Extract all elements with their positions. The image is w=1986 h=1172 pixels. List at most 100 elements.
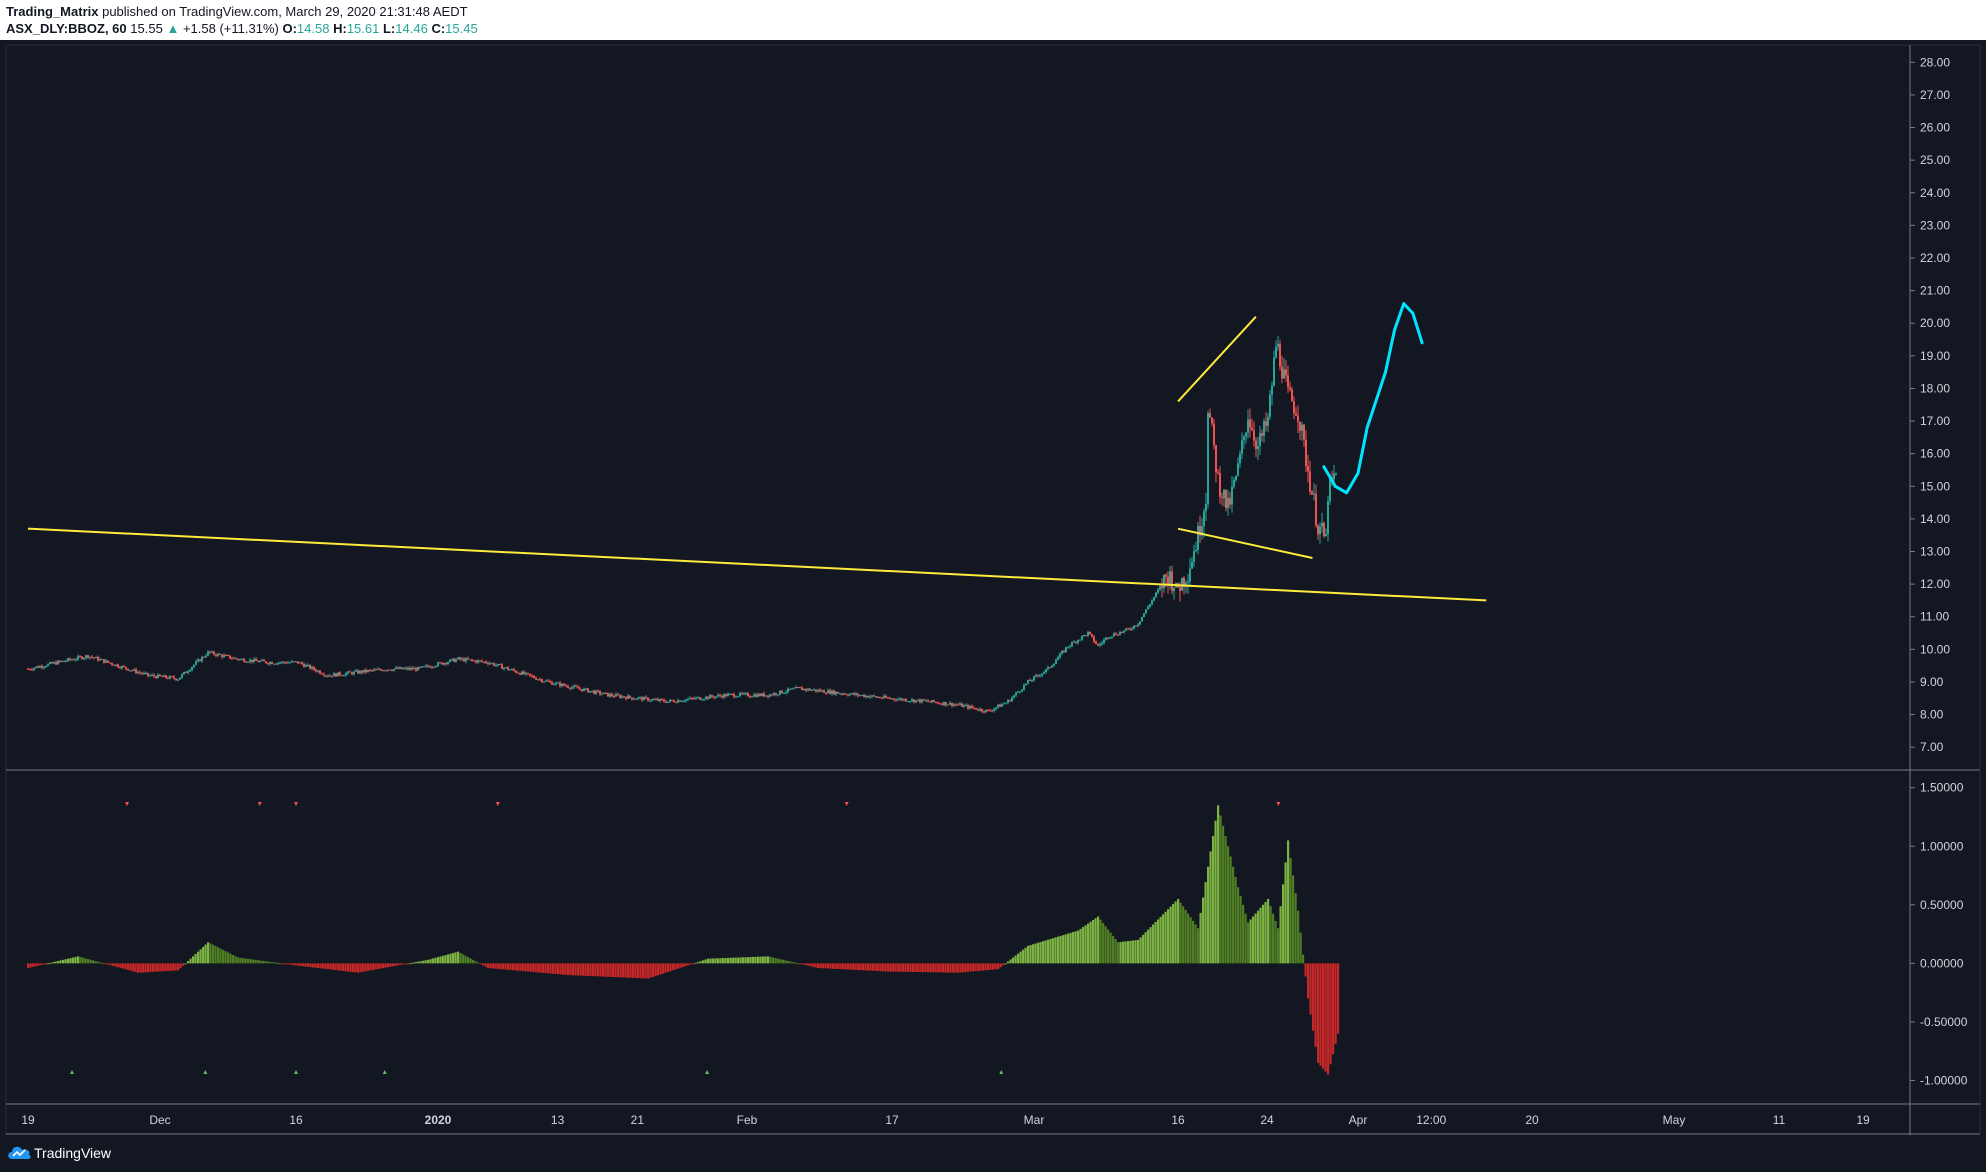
histogram-bar (1234, 876, 1237, 964)
candle-body (695, 697, 697, 699)
histogram-bar (512, 963, 515, 971)
candle-body (365, 669, 367, 673)
candle-body (957, 704, 959, 706)
histogram-bar (59, 960, 62, 964)
histogram-bar (247, 958, 250, 964)
histogram-bar (557, 963, 560, 975)
candle-body (761, 693, 763, 696)
candle-body (877, 697, 879, 699)
candle-body (237, 658, 239, 660)
candle-body (549, 681, 551, 683)
candle-body (1215, 445, 1217, 473)
candle-body (1059, 653, 1061, 658)
histogram-bar (622, 963, 625, 978)
histogram-bar (617, 963, 620, 978)
price-tick-label: 19.00 (1920, 349, 1950, 363)
candle-body (663, 699, 665, 702)
histogram-bar (787, 961, 790, 964)
price-tick-label: 24.00 (1920, 186, 1950, 200)
candle-body (167, 677, 169, 679)
candle-body (355, 670, 357, 672)
time-tick-label: 16 (289, 1113, 303, 1127)
histogram-bar (944, 963, 947, 973)
histogram-bar (837, 963, 840, 970)
histogram-bar (1184, 909, 1187, 964)
candle-body (683, 701, 685, 703)
candle-body (803, 688, 805, 690)
candle-body (319, 670, 321, 674)
candle-body (1163, 574, 1165, 589)
candle-body (403, 668, 405, 670)
candle-body (221, 654, 223, 658)
candle-body (323, 674, 325, 676)
histogram-bar (439, 956, 442, 964)
candle-body (917, 699, 919, 701)
candle-body (213, 651, 215, 655)
candle-body (1063, 651, 1065, 653)
candle-body (665, 701, 667, 703)
histogram-bar (687, 963, 690, 966)
candle-body (543, 681, 545, 683)
candle-body (525, 672, 527, 675)
histogram-bar (972, 963, 975, 972)
histogram-bar (874, 963, 877, 971)
time-tick-label: 13 (551, 1113, 565, 1127)
candle-body (1245, 432, 1247, 437)
histogram-bar (497, 963, 500, 969)
histogram-bar (529, 963, 532, 972)
candle-body (707, 696, 709, 699)
histogram-bar (964, 963, 967, 973)
tradingview-brand[interactable]: TradingView (34, 1145, 112, 1161)
candle-body (1199, 525, 1201, 536)
histogram-bar (1214, 820, 1217, 964)
histogram-bar (372, 963, 375, 970)
candle-body (443, 662, 445, 665)
candle-body (1035, 675, 1037, 677)
histogram-bar (99, 962, 102, 964)
candle-body (1311, 491, 1313, 495)
histogram-bar (1307, 963, 1310, 999)
candle-body (273, 663, 275, 665)
candle-body (359, 670, 361, 674)
candle-body (1213, 423, 1215, 446)
candle-body (995, 707, 997, 709)
candle-body (369, 670, 371, 672)
candle-body (179, 677, 181, 680)
buy-signal-marker (999, 1070, 1004, 1074)
candle-body (507, 667, 509, 670)
publisher-name[interactable]: Trading_Matrix (6, 4, 99, 19)
histogram-bar (222, 949, 225, 964)
histogram-bar (189, 958, 192, 964)
histogram-bar (592, 963, 595, 977)
candle-body (533, 676, 535, 678)
candle-body (87, 655, 89, 658)
candle-body (363, 669, 365, 673)
candle-body (639, 697, 641, 699)
candle-body (85, 655, 87, 658)
candle-body (193, 664, 195, 668)
histogram-bar (1319, 963, 1322, 1066)
candle-body (459, 657, 461, 660)
histogram-bar (629, 963, 632, 978)
candle-body (861, 694, 863, 696)
histogram-bar (104, 963, 107, 965)
oscillator-tick-label: 1.50000 (1920, 781, 1964, 795)
chart-canvas[interactable]: 28.00 27.00 26.00 25.00 24.00 23.00 22.00 21.00… (0, 40, 1986, 1135)
histogram-bar (1187, 913, 1190, 964)
histogram-bar (34, 963, 37, 967)
price-tick-label: 16.00 (1920, 447, 1950, 461)
candle-body (969, 705, 971, 709)
candle-body (393, 668, 395, 671)
histogram-bar (384, 963, 387, 968)
candle-body (1165, 574, 1167, 577)
candle-body (1141, 616, 1143, 622)
histogram-bar (107, 963, 110, 965)
histogram-bar (1129, 940, 1132, 964)
histogram-bar (1192, 920, 1195, 964)
histogram-bar (1049, 938, 1052, 964)
candle-body (787, 688, 789, 692)
candle-body (947, 704, 949, 706)
candle-body (575, 685, 577, 687)
sell-signal-marker (125, 802, 129, 806)
histogram-bar (997, 963, 1000, 970)
